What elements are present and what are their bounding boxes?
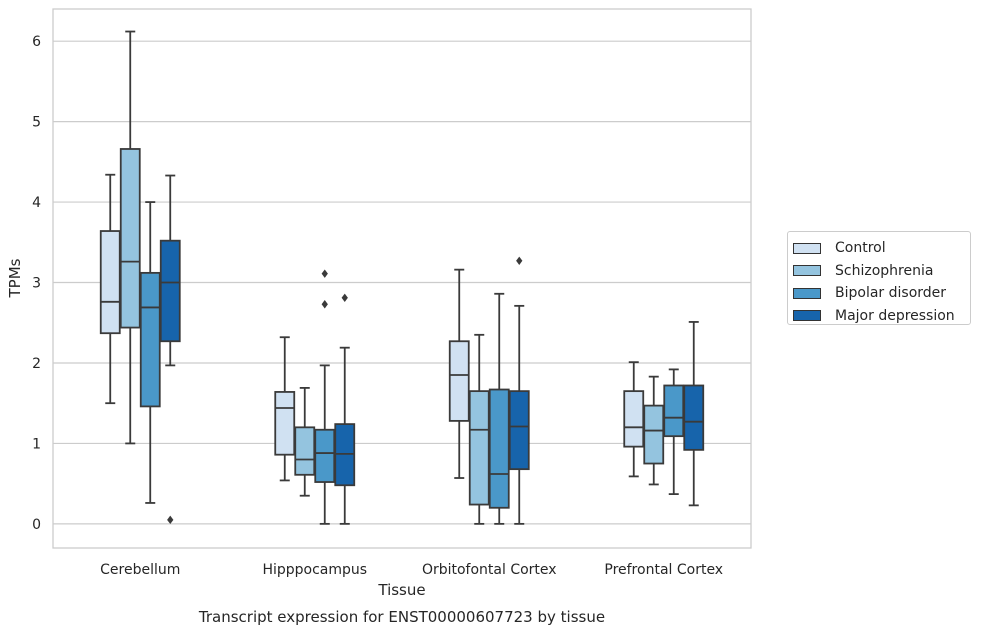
box-major-depression (683, 321, 705, 507)
legend-item: Control (793, 237, 970, 260)
box-control (448, 268, 470, 479)
legend-label: Bipolar disorder (835, 285, 947, 302)
box-iqr (139, 271, 161, 408)
box-iqr (448, 340, 470, 422)
y-tick-label: 0 (32, 517, 41, 533)
box-iqr (508, 390, 530, 471)
box-iqr (119, 148, 141, 329)
box-bipolar-disorder (488, 292, 510, 525)
x-tick-label: Cerebellum (100, 562, 180, 578)
y-axis-ticks: 0 1 2 3 4 5 6 (32, 34, 41, 533)
y-tick-label: 5 (32, 115, 41, 131)
box-control (274, 336, 296, 482)
y-tick-label: 3 (32, 276, 41, 292)
legend-swatch (793, 310, 821, 322)
box-schizophrenia (294, 387, 316, 497)
box-iqr (99, 230, 121, 335)
x-axis-label: Tissue (377, 581, 425, 599)
box-bipolar-disorder (139, 201, 161, 504)
x-tick-label: Prefrontal Cortex (604, 562, 723, 578)
y-tick-label: 4 (32, 195, 41, 211)
outlier-point (167, 515, 174, 525)
box-schizophrenia (468, 333, 490, 525)
legend-label: Major depression (835, 307, 955, 324)
box-major-depression (159, 174, 181, 525)
y-tick-label: 2 (32, 356, 41, 372)
outlier-point (341, 293, 348, 303)
outlier-point (516, 256, 523, 266)
plot-frame (52, 8, 752, 549)
box-control (623, 361, 645, 478)
box-iqr (683, 384, 705, 451)
x-tick-label: Orbitofontal Cortex (422, 562, 557, 578)
x-tick-label: Hipppocampus (262, 562, 367, 578)
x-axis-ticks: Cerebellum Hipppocampus Orbitofontal Corte… (100, 562, 723, 578)
boxplot-series (99, 30, 705, 525)
y-tick-label: 6 (32, 34, 41, 50)
box-iqr (643, 404, 665, 465)
box-major-depression (334, 293, 356, 525)
legend-item: Schizophrenia (793, 260, 970, 283)
box-major-depression (508, 256, 530, 525)
box-iqr (159, 239, 181, 343)
legend-label: Control (835, 240, 886, 257)
legend-label: Schizophrenia (835, 262, 934, 279)
box-iqr (488, 388, 510, 509)
box-bipolar-disorder (663, 368, 685, 496)
box-iqr (314, 428, 336, 483)
chart-legend: Control Schizophrenia Bipolar disorder Majo… (787, 231, 971, 325)
y-tick-label: 1 (32, 436, 41, 452)
box-bipolar-disorder (314, 269, 336, 525)
chart-title: Transcript expression for ENST0000060772… (198, 608, 605, 626)
box-iqr (468, 390, 490, 506)
y-axis-label: TPMs (6, 258, 24, 298)
legend-item: Bipolar disorder (793, 282, 970, 305)
box-iqr (294, 426, 316, 476)
outlier-point (321, 300, 328, 309)
legend-swatch (793, 242, 821, 254)
box-schizophrenia (119, 30, 141, 445)
box-iqr (663, 384, 685, 438)
box-iqr (274, 391, 296, 456)
box-iqr (623, 390, 645, 448)
legend-swatch (793, 265, 821, 277)
legend-item: Major depression (793, 305, 970, 328)
box-control (99, 173, 121, 405)
outlier-point (321, 269, 328, 278)
box-schizophrenia (643, 375, 665, 486)
legend-swatch (793, 287, 821, 299)
